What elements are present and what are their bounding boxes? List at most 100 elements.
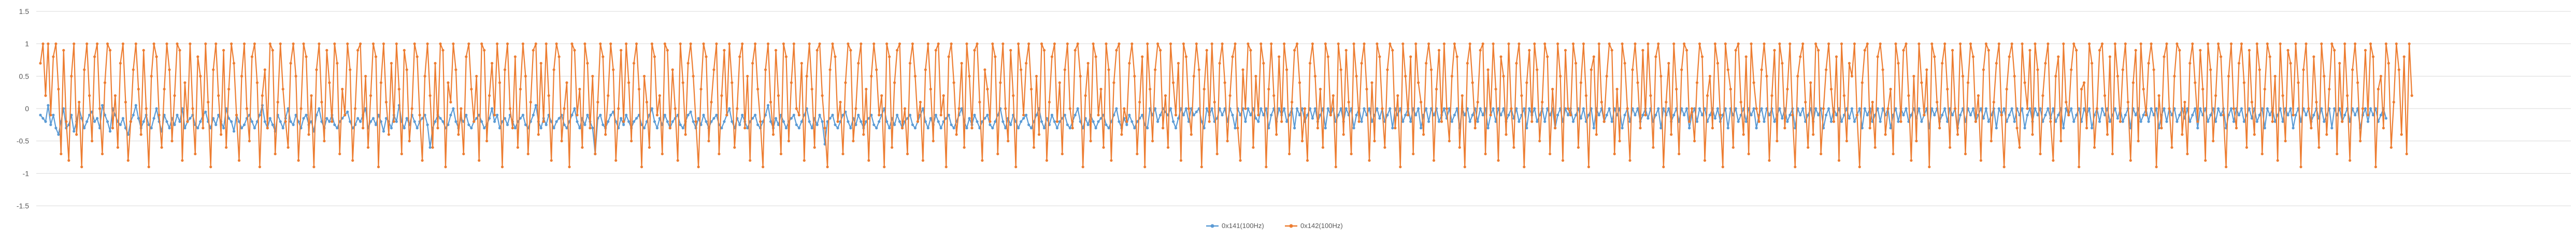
data-point bbox=[2207, 120, 2210, 123]
data-point bbox=[155, 107, 158, 110]
data-point bbox=[478, 159, 481, 162]
data-point bbox=[1760, 107, 1763, 110]
data-point bbox=[1917, 107, 1921, 110]
data-point bbox=[1840, 120, 1843, 123]
data-point bbox=[449, 113, 452, 117]
data-point bbox=[942, 94, 945, 97]
data-point bbox=[1680, 68, 1683, 71]
data-point bbox=[1355, 113, 1358, 117]
data-point bbox=[2018, 146, 2021, 149]
data-point bbox=[2070, 68, 2073, 71]
data-point bbox=[1873, 146, 1877, 149]
data-point bbox=[539, 62, 542, 65]
data-point bbox=[369, 120, 373, 123]
data-point bbox=[163, 87, 166, 90]
data-point bbox=[2377, 87, 2380, 90]
data-point bbox=[728, 42, 731, 46]
data-point bbox=[255, 81, 259, 84]
data-point bbox=[1765, 74, 1768, 78]
data-point bbox=[176, 42, 179, 46]
data-point bbox=[253, 127, 256, 130]
data-point bbox=[1061, 153, 1064, 156]
data-point bbox=[49, 123, 52, 126]
data-point bbox=[1750, 42, 1753, 46]
legend-entry-0x142: 0x142(100Hz) bbox=[1285, 222, 1343, 230]
data-point bbox=[570, 42, 574, 46]
data-point bbox=[2387, 62, 2390, 65]
data-point bbox=[800, 62, 803, 65]
data-point bbox=[1804, 100, 1807, 104]
legend-label-0x141: 0x141(100Hz) bbox=[1222, 222, 1264, 230]
data-point bbox=[1401, 120, 1405, 123]
data-point bbox=[1623, 62, 1626, 65]
data-point bbox=[439, 117, 442, 120]
data-point bbox=[1432, 159, 1436, 162]
data-point bbox=[1231, 55, 1234, 58]
data-point bbox=[563, 107, 566, 110]
data-point bbox=[733, 146, 736, 149]
data-point bbox=[1497, 159, 1500, 162]
data-point bbox=[736, 107, 739, 110]
data-point bbox=[2323, 120, 2326, 123]
data-point bbox=[2305, 113, 2308, 117]
data-point bbox=[2217, 107, 2220, 110]
data-point bbox=[1695, 120, 1699, 123]
data-point bbox=[1894, 42, 1897, 46]
data-point bbox=[434, 62, 437, 65]
data-point bbox=[1184, 107, 1187, 110]
data-point bbox=[1665, 100, 1668, 104]
data-point bbox=[2371, 55, 2375, 58]
data-point bbox=[2191, 42, 2194, 46]
data-point bbox=[973, 113, 976, 117]
data-point bbox=[658, 94, 661, 97]
data-point bbox=[1659, 127, 1663, 130]
data-point bbox=[1595, 133, 1598, 136]
data-point bbox=[103, 81, 107, 84]
data-point bbox=[416, 55, 419, 58]
data-point bbox=[1133, 74, 1136, 78]
data-point bbox=[1711, 127, 1714, 130]
data-point bbox=[2098, 49, 2101, 52]
data-point bbox=[1435, 87, 1438, 90]
data-point bbox=[1032, 146, 1036, 149]
data-point bbox=[550, 159, 553, 162]
data-point bbox=[2142, 87, 2145, 90]
data-point bbox=[2062, 42, 2065, 46]
data-point bbox=[1608, 42, 1611, 46]
data-point bbox=[2379, 113, 2382, 117]
data-point bbox=[356, 49, 360, 52]
data-point bbox=[465, 113, 468, 117]
data-point bbox=[1239, 159, 1242, 162]
data-point bbox=[697, 165, 700, 169]
data-point bbox=[679, 42, 682, 46]
data-point bbox=[1143, 165, 1147, 169]
data-point bbox=[1223, 81, 1226, 84]
data-point bbox=[382, 130, 385, 133]
data-point bbox=[2336, 153, 2339, 156]
data-point bbox=[1257, 113, 1260, 117]
data-point bbox=[2100, 42, 2104, 46]
data-point bbox=[2255, 42, 2258, 46]
data-point bbox=[1151, 140, 1154, 143]
data-point bbox=[529, 100, 532, 104]
data-point bbox=[867, 159, 870, 162]
data-point bbox=[1247, 42, 1250, 46]
data-point bbox=[2220, 113, 2223, 117]
data-point bbox=[607, 120, 610, 123]
data-point bbox=[369, 94, 373, 97]
data-point bbox=[681, 81, 684, 84]
data-point bbox=[532, 113, 535, 117]
data-point bbox=[423, 74, 426, 78]
data-point bbox=[1055, 127, 1058, 130]
data-point bbox=[1566, 113, 1570, 117]
data-point bbox=[1899, 120, 1902, 123]
data-point bbox=[1097, 113, 1100, 117]
data-point bbox=[1321, 146, 1324, 149]
data-point bbox=[134, 42, 137, 46]
data-point bbox=[441, 49, 445, 52]
data-point bbox=[2083, 107, 2086, 110]
data-point bbox=[1910, 159, 1913, 162]
data-point bbox=[54, 127, 58, 130]
data-point bbox=[1634, 42, 1637, 46]
data-point bbox=[1675, 87, 1678, 90]
